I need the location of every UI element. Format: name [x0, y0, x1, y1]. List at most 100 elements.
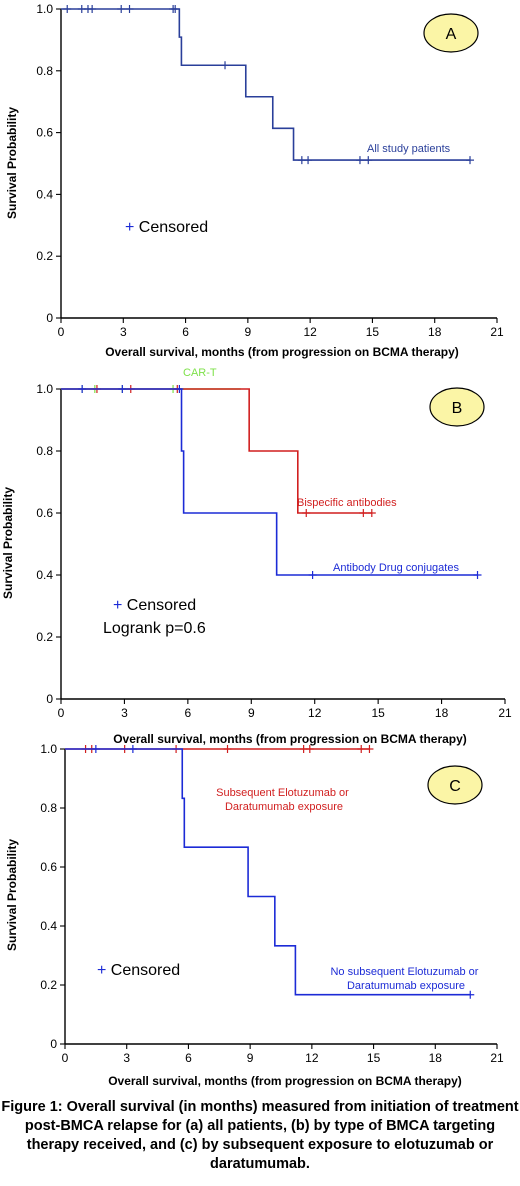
- x-tick-label: 9: [245, 325, 252, 339]
- x-tick-label: 18: [428, 325, 442, 339]
- censored-text: Censored: [122, 597, 196, 614]
- y-tick-label: 0.4: [36, 568, 53, 582]
- censor-mark: [175, 385, 184, 393]
- censor-mark: [91, 745, 100, 753]
- censored-text: Censored: [134, 219, 208, 236]
- x-tick-label: 15: [366, 325, 380, 339]
- series-label-exposed: Subsequent Elotuzumab or Daratumumab exp…: [216, 787, 352, 813]
- censor-mark: [367, 509, 376, 517]
- y-tick-label: 0.4: [40, 919, 57, 933]
- series-label-not-exposed: No subsequent Elotuzumab or Daratumumab …: [330, 966, 481, 992]
- censor-mark: [128, 745, 137, 753]
- censor-mark: [466, 990, 475, 999]
- y-tick-label: 0: [46, 692, 53, 706]
- y-tick-label: 1.0: [40, 742, 57, 756]
- y-tick-label: 0.4: [36, 187, 53, 201]
- x-tick-label: 21: [490, 1051, 504, 1065]
- x-axis-label: Overall survival, months (from progressi…: [113, 732, 467, 746]
- x-axis-label: Overall survival, months (from progressi…: [105, 345, 459, 359]
- panel-badge-label: A: [446, 26, 457, 43]
- x-tick-label: 3: [120, 325, 127, 339]
- panel-badge-c: C: [427, 765, 483, 805]
- censor-mark: [88, 5, 97, 13]
- y-tick-label: 0.2: [40, 978, 57, 992]
- x-tick-label: 12: [308, 706, 322, 720]
- censor-mark: [357, 745, 366, 753]
- y-tick-label: 1.0: [36, 382, 53, 396]
- y-tick-label: 0.6: [36, 126, 53, 140]
- x-tick-label: 18: [435, 706, 449, 720]
- survival-curve-2: [61, 388, 372, 514]
- y-tick-label: 0: [50, 1037, 57, 1051]
- censor-mark: [304, 156, 313, 165]
- censor-mark: [63, 5, 72, 13]
- panel-badge-label: C: [449, 778, 461, 795]
- y-axis-label: Survival Probability: [5, 839, 19, 951]
- panel-badge-label: B: [452, 400, 463, 417]
- y-tick-label: 0.6: [40, 860, 57, 874]
- x-tick-label: 12: [305, 1051, 319, 1065]
- figure-caption: Figure 1: Overall survival (in months) m…: [1, 1099, 519, 1172]
- x-tick-label: 21: [490, 325, 504, 339]
- y-tick-label: 0: [46, 311, 53, 325]
- censor-mark: [359, 509, 368, 517]
- censor-mark: [365, 745, 374, 753]
- series-label-line: Daratumumab exposure: [347, 980, 465, 992]
- x-tick-label: 0: [58, 325, 65, 339]
- censor-mark: [118, 385, 127, 393]
- series-label-bispecific: Bispecific antibodies: [297, 497, 397, 509]
- y-tick-label: 0.8: [36, 444, 53, 458]
- censor-mark: [466, 156, 475, 165]
- y-tick-label: 0.2: [36, 249, 53, 263]
- series-label-adc: Antibody Drug conjugates: [333, 562, 459, 574]
- censor-mark: [305, 745, 314, 753]
- censor-mark: [117, 5, 126, 13]
- x-tick-label: 15: [367, 1051, 381, 1065]
- logrank-note: Logrank p=0.6: [103, 620, 206, 637]
- y-tick-label: 1.0: [36, 2, 53, 16]
- series-label-line: No subsequent Elotuzumab or: [330, 966, 478, 978]
- km-chart-b: Survival Probability Overall survival, m…: [1, 367, 512, 746]
- series-label-all-patients: All study patients: [367, 143, 451, 155]
- km-chart-c: Survival Probability Overall survival, m…: [5, 742, 504, 1088]
- x-axis-label: Overall survival, months (from progressi…: [108, 1074, 462, 1088]
- x-tick-label: 6: [182, 325, 189, 339]
- x-tick-label: 0: [62, 1051, 69, 1065]
- panel-badge-a: A: [423, 13, 479, 53]
- x-tick-label: 9: [247, 1051, 254, 1065]
- survival-curve-3: [61, 388, 478, 576]
- x-tick-label: 6: [185, 1051, 192, 1065]
- censor-mark: [78, 385, 87, 393]
- panel-badge-b: B: [429, 387, 485, 427]
- censored-symbol: +: [97, 962, 106, 979]
- censor-mark: [364, 156, 373, 165]
- censor-mark: [223, 745, 232, 753]
- x-tick-label: 0: [58, 706, 65, 720]
- x-tick-label: 9: [248, 706, 255, 720]
- series-label-car-t: CAR-T: [183, 367, 217, 379]
- censor-mark: [221, 61, 230, 70]
- y-axis-label: Survival Probability: [5, 107, 19, 219]
- censor-mark: [355, 156, 364, 165]
- censor-mark: [171, 5, 180, 13]
- censored-symbol: +: [125, 219, 134, 236]
- y-tick-label: 0.6: [36, 506, 53, 520]
- censored-legend: + Censored: [97, 962, 180, 979]
- y-tick-label: 0.2: [36, 630, 53, 644]
- censored-text: Censored: [106, 962, 180, 979]
- x-tick-label: 3: [123, 1051, 130, 1065]
- censor-mark: [302, 509, 311, 517]
- x-tick-label: 15: [371, 706, 385, 720]
- censored-legend: + Censored: [113, 597, 196, 614]
- censor-mark: [308, 571, 317, 579]
- x-tick-label: 6: [185, 706, 192, 720]
- censored-legend: + Censored: [125, 219, 208, 236]
- y-tick-label: 0.8: [40, 801, 57, 815]
- x-tick-label: 3: [121, 706, 128, 720]
- censor-mark: [473, 571, 482, 579]
- series-label-line: Daratumumab exposure: [225, 801, 343, 813]
- series-label-line: Subsequent Elotuzumab or: [216, 787, 349, 799]
- x-tick-label: 18: [429, 1051, 443, 1065]
- km-chart-a: Survival Probability Overall survival, m…: [5, 2, 504, 359]
- x-tick-label: 21: [498, 706, 512, 720]
